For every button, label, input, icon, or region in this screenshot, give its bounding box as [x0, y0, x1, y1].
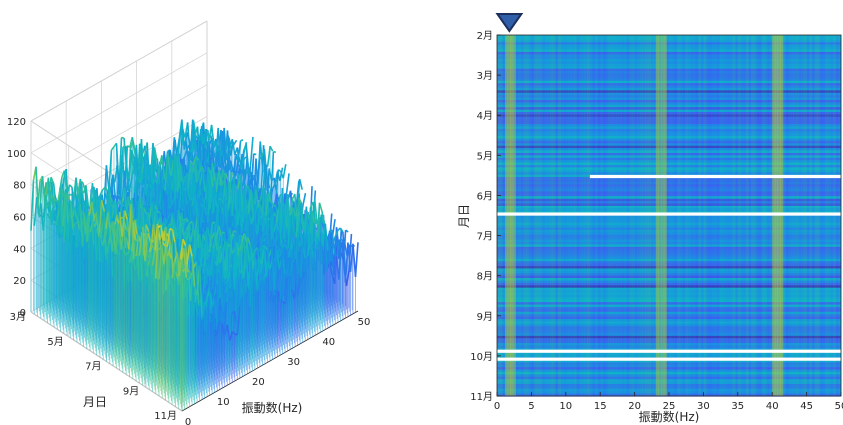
grid-line: [30, 20, 208, 122]
surface-edge: [240, 139, 244, 142]
grid-line: [30, 52, 208, 154]
grid-line: [30, 84, 208, 186]
surface-edge: [233, 139, 238, 145]
surface-mesh: [30, 119, 359, 411]
surface-edge: [249, 136, 254, 167]
